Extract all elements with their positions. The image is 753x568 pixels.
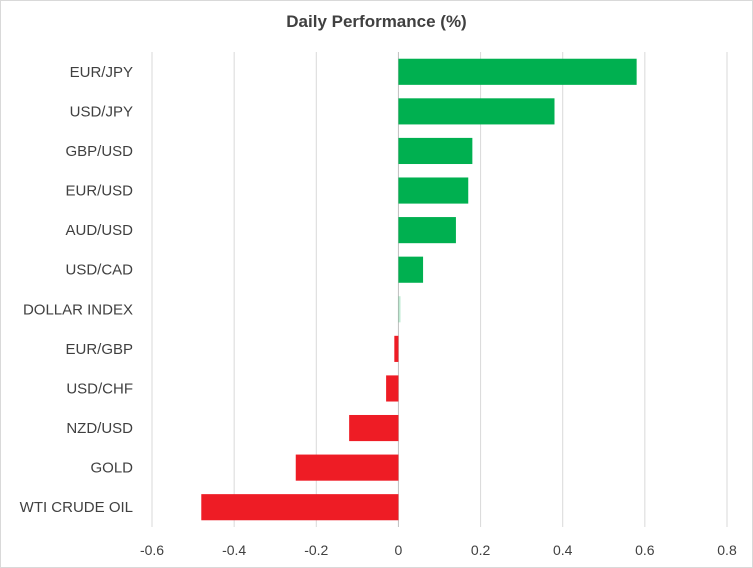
bar-gbp-usd <box>398 137 473 165</box>
x-tick-label: -0.4 <box>222 542 246 558</box>
bar-aud-usd <box>398 217 456 244</box>
category-label: GBP/USD <box>65 143 133 160</box>
x-tick-label: 0.8 <box>717 542 737 558</box>
bar-eur-jpy <box>398 58 637 85</box>
bar-eur-gbp <box>394 335 399 362</box>
category-label: WTI CRUDE OIL <box>20 499 133 516</box>
category-label: USD/CHF <box>66 380 133 397</box>
category-label: USD/CAD <box>65 262 133 279</box>
x-tick-label: 0 <box>395 542 403 558</box>
category-label: EUR/GBP <box>65 341 133 358</box>
x-tick-label: 0.2 <box>471 542 491 558</box>
chart-title: Daily Performance (%) <box>286 12 467 31</box>
bar-usd-cad <box>398 256 424 283</box>
category-label: EUR/JPY <box>70 64 133 81</box>
category-label: DOLLAR INDEX <box>23 301 133 318</box>
bar-wti-crude-oil <box>201 494 399 521</box>
x-tick-label: -0.2 <box>304 542 328 558</box>
x-tick-label: -0.6 <box>140 542 164 558</box>
category-label: NZD/USD <box>66 420 133 437</box>
category-label: USD/JPY <box>70 103 133 120</box>
bar-usd-chf <box>386 375 399 402</box>
bar-gold <box>295 454 399 481</box>
bar-nzd-usd <box>349 414 399 442</box>
x-tick-label: 0.4 <box>553 542 573 558</box>
category-label: EUR/USD <box>65 183 133 200</box>
category-label: AUD/USD <box>65 222 133 239</box>
bar-usd-jpy <box>398 98 555 125</box>
bar-eur-usd <box>398 177 469 204</box>
x-tick-label: 0.6 <box>635 542 655 558</box>
category-label: GOLD <box>90 460 133 477</box>
bar-dollar-index <box>398 296 401 323</box>
